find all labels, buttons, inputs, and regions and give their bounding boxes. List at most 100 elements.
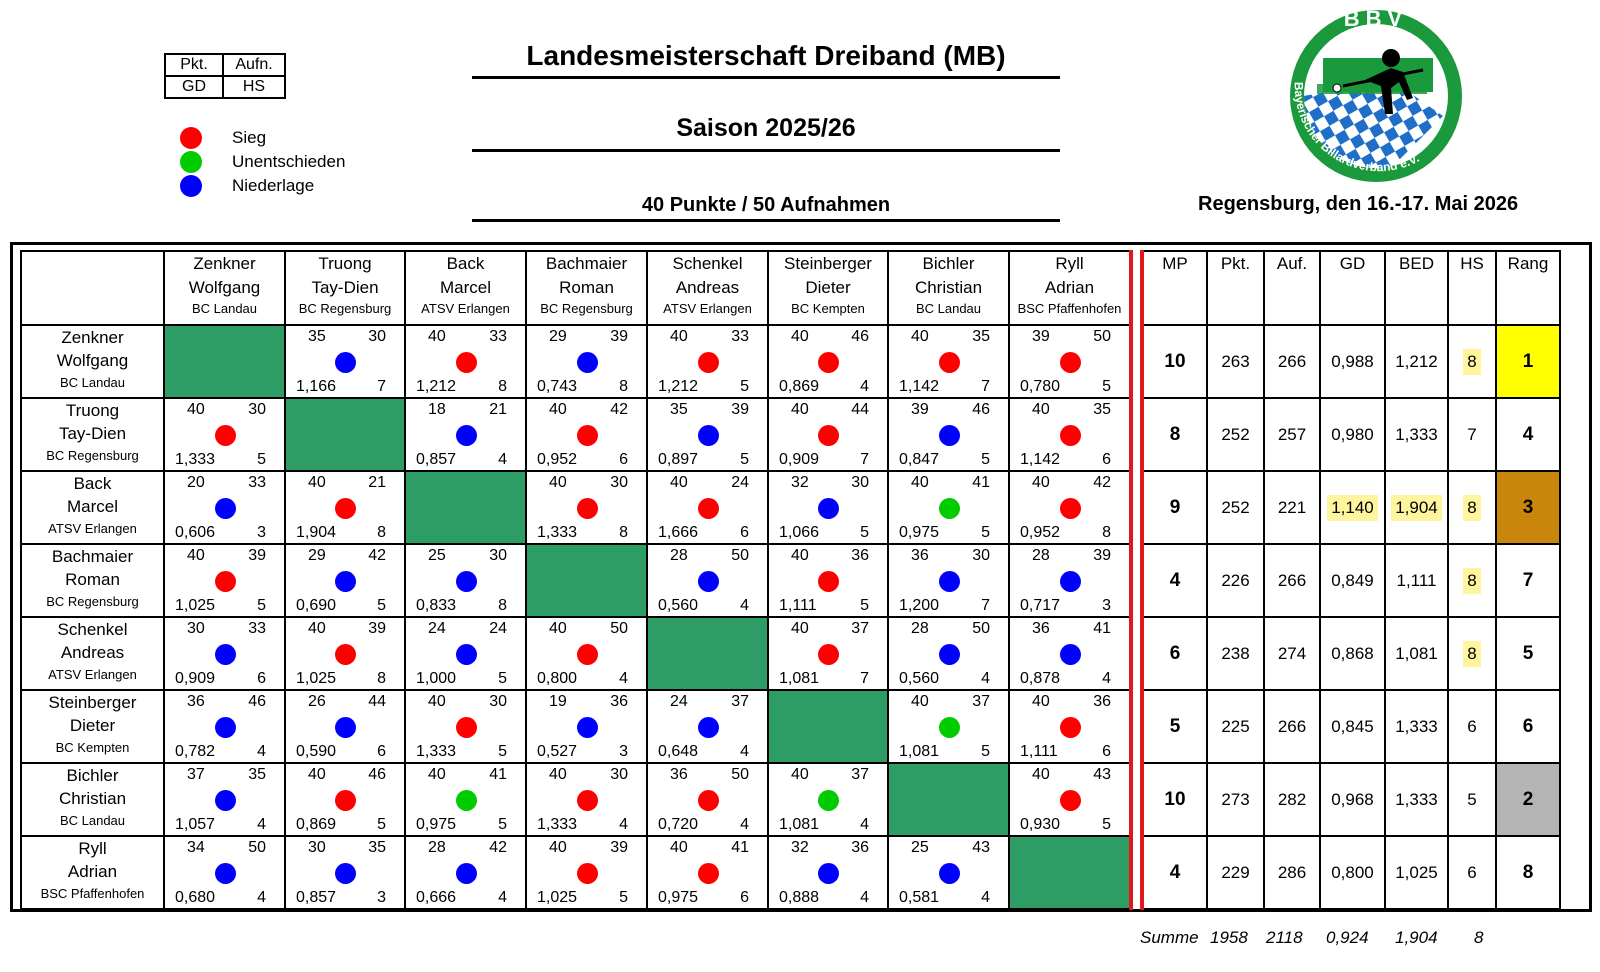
row-header-player: Zenkner Wolfgang BC Landau [20, 324, 165, 399]
match-high-series: 4 [619, 816, 628, 833]
match-innings: 36 [610, 693, 628, 710]
match-points: 32 [791, 839, 809, 856]
match-high-series: 4 [860, 889, 869, 906]
match-cell: 36 46 0,782 4 [163, 689, 286, 764]
match-points: 30 [187, 620, 205, 637]
player-last-name: Back [446, 254, 485, 273]
match-average: 0,878 [1020, 670, 1061, 687]
match-innings: 43 [972, 839, 990, 856]
match-average: 1,066 [779, 524, 820, 541]
match-cell: 30 35 0,857 3 [284, 835, 406, 910]
match-innings: 43 [1093, 766, 1111, 783]
match-high-series: 6 [257, 670, 266, 687]
match-innings: 30 [489, 693, 507, 710]
match-high-series: 6 [740, 524, 749, 541]
player-last-name: Bachmaier [545, 254, 628, 273]
result-dot-icon [214, 498, 236, 519]
stat-mp: 8 [1141, 397, 1208, 472]
match-points: 40 [1032, 401, 1050, 418]
player-last-name: Bachmaier [51, 547, 134, 566]
match-average: 0,560 [899, 670, 940, 687]
match-cell: 39 46 0,847 5 [887, 397, 1010, 472]
stat-rang: 1 [1495, 324, 1561, 399]
player-club: BC Kempten [791, 301, 865, 316]
stat-mp: 10 [1141, 324, 1208, 399]
match-innings: 41 [489, 766, 507, 783]
match-high-series: 6 [740, 889, 749, 906]
match-high-series: 8 [498, 378, 507, 395]
match-points: 40 [308, 620, 326, 637]
match-innings: 21 [489, 401, 507, 418]
match-innings: 46 [368, 766, 386, 783]
match-innings: 41 [1093, 620, 1111, 637]
match-innings: 50 [731, 547, 749, 564]
match-cell: 24 37 0,648 4 [646, 689, 769, 764]
player-last-name: Bichler [922, 254, 975, 273]
stat-gd: 0,968 [1319, 762, 1386, 837]
player-club: BC Landau [191, 301, 258, 316]
stat-gd: 0,849 [1319, 543, 1386, 618]
match-points: 40 [187, 547, 205, 564]
result-dot-icon [214, 790, 236, 811]
stat-bed: 1,333 [1384, 762, 1449, 837]
stat-auf: 286 [1263, 835, 1321, 910]
match-average: 0,717 [1020, 597, 1061, 614]
match-cell: 18 21 0,857 4 [404, 397, 527, 472]
match-high-series: 5 [619, 889, 628, 906]
player-first-name: Tay-Dien [58, 424, 127, 443]
match-points: 36 [670, 766, 688, 783]
result-dot-icon [214, 644, 236, 665]
match-innings: 46 [972, 401, 990, 418]
match-points: 40 [791, 401, 809, 418]
match-innings: 30 [610, 766, 628, 783]
match-high-series: 4 [257, 816, 266, 833]
match-points: 36 [1032, 620, 1050, 637]
match-average: 0,975 [416, 816, 457, 833]
match-innings: 46 [248, 693, 266, 710]
match-innings: 50 [731, 766, 749, 783]
player-last-name: Back [73, 474, 112, 493]
match-high-series: 6 [377, 743, 386, 760]
column-header-player: Back Marcel ATSV Erlangen [404, 250, 527, 326]
player-club: BC Regensburg [46, 594, 139, 609]
highlighted-value: 8 [1463, 494, 1481, 521]
match-cell: 40 50 0,800 4 [525, 616, 648, 691]
table-row: Back Marcel ATSV Erlangen 20 33 0,606 3 40 21 1,9… [20, 470, 1561, 545]
result-dot-icon [697, 571, 719, 592]
match-average: 0,869 [296, 816, 337, 833]
match-points: 40 [911, 693, 929, 710]
stat-rang: 2 [1495, 762, 1561, 837]
match-cell: 40 35 1,142 7 [887, 324, 1010, 399]
match-innings: 42 [368, 547, 386, 564]
match-points: 39 [1032, 328, 1050, 345]
results-table-frame [10, 242, 1592, 912]
match-cell: 40 37 1,081 7 [767, 616, 889, 691]
match-average: 1,057 [175, 816, 216, 833]
player-club: BSC Pfaffenhofen [1017, 301, 1122, 316]
stat-hs: 6 [1447, 835, 1497, 910]
row-header-player: Back Marcel ATSV Erlangen [20, 470, 165, 545]
match-high-series: 8 [498, 597, 507, 614]
match-cell: 40 33 1,212 5 [646, 324, 769, 399]
match-points: 40 [549, 620, 567, 637]
stat-hs: 8 [1447, 470, 1497, 545]
stat-gd: 1,140 [1319, 470, 1386, 545]
match-points: 35 [670, 401, 688, 418]
match-points: 28 [1032, 547, 1050, 564]
stat-pkt: 263 [1206, 324, 1265, 399]
stat-mp: 5 [1141, 689, 1208, 764]
player-last-name: Schenkel [672, 254, 743, 273]
result-dot-icon [697, 790, 719, 811]
stat-hs: 8 [1447, 324, 1497, 399]
match-innings: 36 [1093, 693, 1111, 710]
match-innings: 30 [851, 474, 869, 491]
match-innings: 35 [972, 328, 990, 345]
match-average: 0,847 [899, 451, 940, 468]
match-points: 26 [308, 693, 326, 710]
stat-mp: 10 [1141, 762, 1208, 837]
result-dot-icon [1059, 790, 1081, 811]
match-cell: 30 33 0,909 6 [163, 616, 286, 691]
diagonal-cell [887, 762, 1010, 837]
diagonal-cell [1008, 835, 1132, 910]
player-club: BC Regensburg [540, 301, 633, 316]
